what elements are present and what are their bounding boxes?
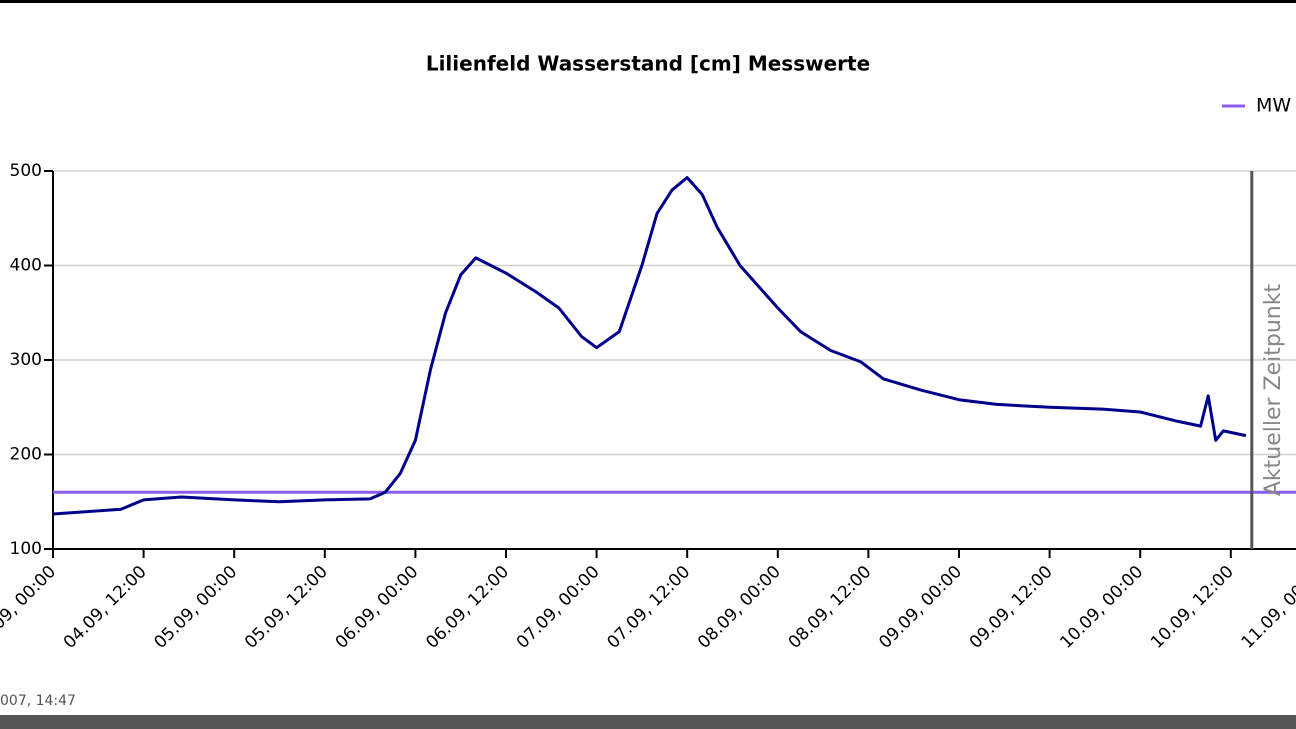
x-tick-label: 05.09, 12:00 (241, 562, 332, 653)
data-line (52, 176, 1247, 516)
x-tick-label: 04.09, 12:00 (60, 562, 151, 653)
x-tick-label: 11.09, 00:00 (1238, 562, 1296, 653)
x-tick-label: 06.09, 12:00 (422, 562, 513, 653)
annotation: Aktueller Zeitpunkt (1261, 284, 1286, 497)
x-tick-label: 07.09, 12:00 (603, 562, 694, 653)
y-tick-label: 100 (10, 539, 42, 559)
y-tick-label: 300 (10, 350, 42, 370)
x-tick-label: 09.09, 00:00 (875, 562, 966, 653)
footnote: 007, 14:47 (0, 693, 76, 709)
y-tick-label: 400 (10, 256, 42, 276)
x-tick-label: 10.09, 12:00 (1147, 562, 1238, 653)
x-tick-label: 05.09, 00:00 (150, 562, 241, 653)
x-tick-label: 10.09, 00:00 (1056, 562, 1147, 653)
x-tick-label: 07.09, 00:00 (513, 562, 604, 653)
y-tick-label: 500 (10, 161, 42, 181)
legend-label: MW (1256, 95, 1291, 117)
chart-title: Lilienfeld Wasserstand [cm] Messwerte (426, 52, 870, 76)
x-tick-label: 06.09, 00:00 (332, 562, 423, 653)
x-tick-label: 08.09, 00:00 (694, 562, 785, 653)
top-border (0, 0, 1296, 3)
y-tick-label: 200 (10, 445, 42, 465)
bottom-bar (0, 715, 1296, 729)
x-tick-label: 09.09, 12:00 (966, 562, 1057, 653)
x-tick-label: 08.09, 12:00 (785, 562, 876, 653)
x-tick-label: 04.09, 00:00 (0, 562, 60, 653)
